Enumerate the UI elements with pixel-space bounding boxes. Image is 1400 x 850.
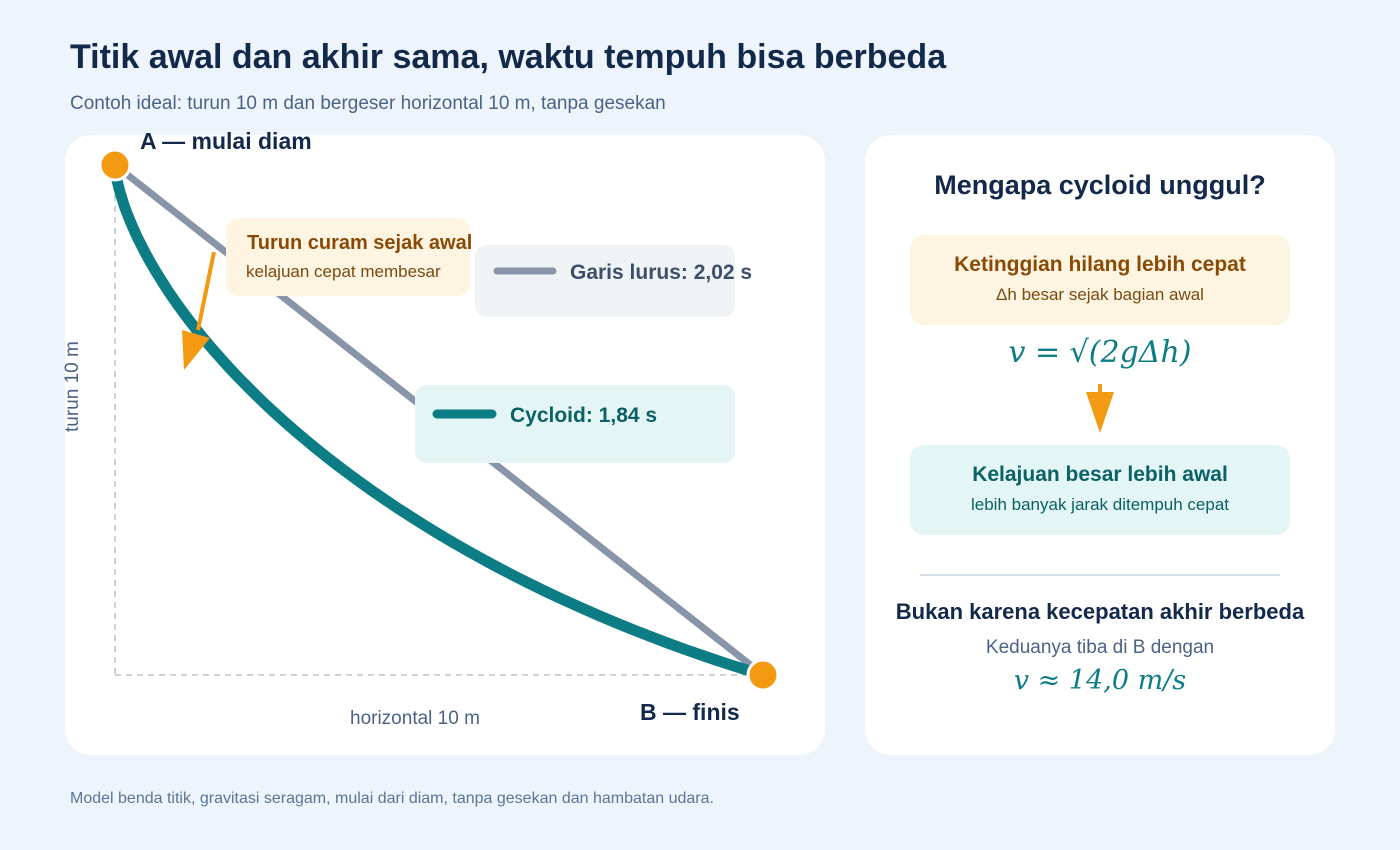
callout-box <box>226 218 470 296</box>
legend-line-label: Garis lurus: 2,02 s <box>570 261 752 284</box>
speed-early-subtitle: lebih banyak jarak ditempuh cepat <box>971 495 1229 514</box>
explanation-title: Mengapa cycloid unggul? <box>934 170 1266 200</box>
legend-cycloid-box <box>415 385 735 463</box>
axis-vertical-label: turun 10 m <box>62 341 83 432</box>
point-b-label: B — finis <box>640 699 740 725</box>
cycloid-path <box>109 159 769 681</box>
panel-divider <box>920 574 1280 576</box>
final-speed-formula: v ≈ 14,0 m/s <box>1013 665 1187 696</box>
height-loss-box: Ketinggian hilang lebih cepat Δh besar s… <box>910 235 1290 325</box>
page-title: Titik awal dan akhir sama, waktu tempuh … <box>70 38 947 76</box>
final-speed-subtitle: Keduanya tiba di B dengan <box>985 637 1215 658</box>
flow-arrow-head <box>1086 392 1114 433</box>
height-loss-title: Ketinggian hilang lebih cepat <box>954 253 1246 276</box>
callout-title: Turun curam sejak awal <box>247 232 472 254</box>
final-speed-title: Bukan karena kecepatan akhir berbeda <box>895 599 1305 624</box>
footnote: Model benda titik, gravitasi seragam, mu… <box>70 790 714 807</box>
callout-arrow-shaft <box>196 251 216 331</box>
callout-subtitle: kelajuan cepat membesar <box>246 262 441 281</box>
speed-early-title: Kelajuan besar lebih awal <box>972 463 1228 486</box>
point-b-marker <box>746 658 780 692</box>
callout-arrow-head <box>182 330 210 370</box>
speed-early-box: Kelajuan besar lebih awal lebih banyak j… <box>910 445 1290 535</box>
page-subtitle: Contoh ideal: turun 10 m dan bergeser ho… <box>70 93 666 114</box>
height-loss-subtitle: Δh besar sejak bagian awal <box>996 285 1204 304</box>
legend-line-box <box>475 245 735 317</box>
velocity-formula: v = √(2gΔh) <box>1008 335 1192 370</box>
point-a-label: A — mulai diam <box>140 128 312 154</box>
axis-horizontal-label: horizontal 10 m <box>350 708 480 729</box>
legend-cycloid-label: Cycloid: 1,84 s <box>510 404 657 427</box>
point-a-marker <box>98 148 132 182</box>
